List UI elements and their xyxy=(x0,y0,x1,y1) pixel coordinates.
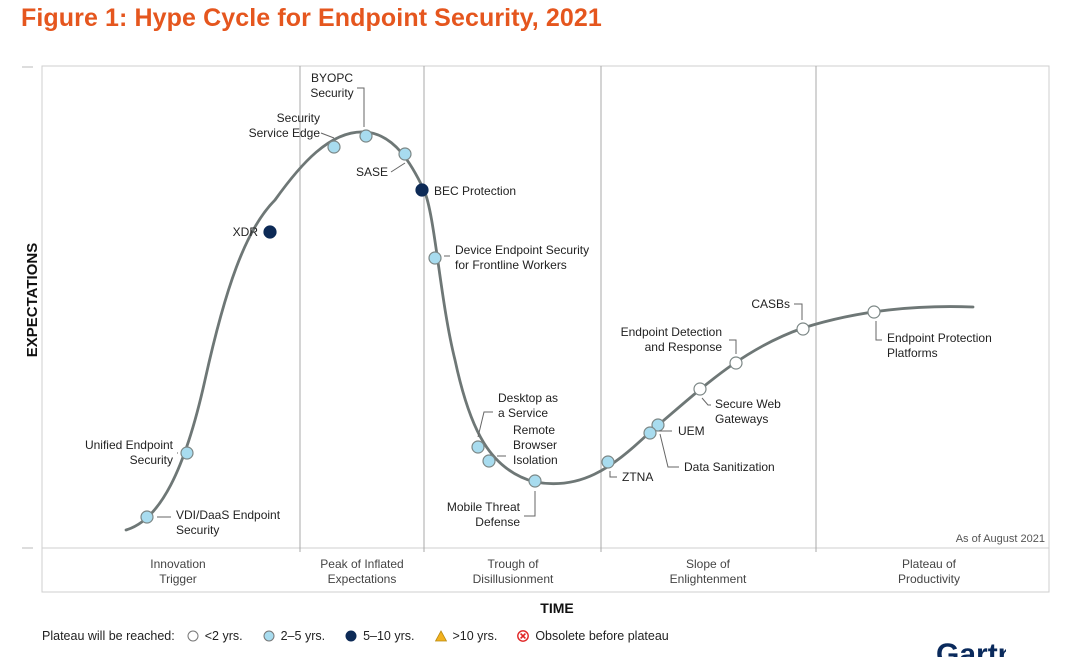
technology-label: Desktop as a Service xyxy=(498,391,558,420)
technology-label: Device Endpoint Security for Frontline Wo… xyxy=(455,243,589,272)
technology-label: Endpoint Protection Platforms xyxy=(887,331,992,360)
phase-label: Innovation Trigger xyxy=(150,557,205,586)
technology-marker xyxy=(643,426,657,440)
leader-line xyxy=(357,87,365,127)
legend-item-2-5: 2–5 yrs. xyxy=(263,629,325,643)
as-of-note: As of August 2021 xyxy=(956,533,1045,545)
phase-label: Slope of Enlightenment xyxy=(670,557,747,586)
legend-item-obsolete: Obsolete before plateau xyxy=(517,629,669,643)
technology-marker xyxy=(180,446,194,460)
leader-line xyxy=(390,162,406,173)
leader-line xyxy=(524,491,536,517)
technology-label: BYOPC Security xyxy=(310,71,353,100)
plot-frame xyxy=(41,65,1050,593)
technology-marker xyxy=(428,251,442,265)
technology-marker xyxy=(601,455,615,469)
technology-marker xyxy=(729,356,743,370)
leader-line xyxy=(701,397,711,406)
technology-label: Mobile Threat Defense xyxy=(447,500,521,529)
technology-label: CASBs xyxy=(751,297,790,311)
y-axis-label: EXPECTATIONS xyxy=(24,243,41,357)
gartner-logo: Gartner xyxy=(936,640,1006,657)
technology-marker xyxy=(140,510,154,524)
legend-title: Plateau will be reached: xyxy=(42,629,175,643)
leader-line xyxy=(609,471,617,478)
technology-label: VDI/DaaS Endpoint Security xyxy=(176,508,281,537)
technology-label: SASE xyxy=(356,165,388,179)
legend-label: 5–10 yrs. xyxy=(363,629,415,643)
leader-line xyxy=(875,321,882,341)
technology-label: UEM xyxy=(678,424,705,438)
legend-item-5-10: 5–10 yrs. xyxy=(345,629,415,643)
triangle-icon xyxy=(434,630,447,642)
legend: Plateau will be reached: <2 yrs. 2–5 yrs… xyxy=(42,627,689,645)
phase-label: Trough of Disillusionment xyxy=(473,557,554,586)
technology-label: ZTNA xyxy=(622,470,653,484)
technology-marker xyxy=(359,129,373,143)
leader-line xyxy=(320,132,335,139)
leader-line xyxy=(794,303,803,320)
leader-line xyxy=(659,433,679,468)
legend-label: >10 yrs. xyxy=(452,629,498,643)
technology-label: Security Service Edge xyxy=(249,111,321,140)
obsolete-icon xyxy=(517,630,530,642)
technology-label: Data Sanitization xyxy=(684,460,775,474)
technology-marker xyxy=(693,382,707,396)
leader-line xyxy=(477,411,493,438)
technology-marker xyxy=(867,305,881,319)
phase-label: Plateau of Productivity xyxy=(898,557,960,586)
technology-marker xyxy=(398,147,412,161)
technology-marker xyxy=(482,454,496,468)
technology-label: Secure Web Gateways xyxy=(715,397,781,426)
technology-label: BEC Protection xyxy=(434,184,516,198)
legend-label: 2–5 yrs. xyxy=(280,629,326,643)
technology-marker xyxy=(327,140,341,154)
technology-label: Remote Browser Isolation xyxy=(513,423,558,467)
legend-item-lt2: <2 yrs. xyxy=(187,629,243,643)
technology-marker xyxy=(415,183,429,197)
figure-title: Figure 1: Hype Cycle for Endpoint Securi… xyxy=(21,4,602,32)
phase-label: Peak of Inflated Expectations xyxy=(320,557,403,586)
hype-curve xyxy=(124,130,975,532)
technology-marker xyxy=(796,322,810,336)
technology-marker xyxy=(263,225,277,239)
legend-label: <2 yrs. xyxy=(204,629,243,643)
technology-marker xyxy=(471,440,485,454)
technology-marker xyxy=(651,418,665,432)
circle-dark-icon xyxy=(345,630,357,642)
circle-light-icon xyxy=(263,630,275,642)
legend-item-gt10: >10 yrs. xyxy=(434,629,498,643)
technology-label: Endpoint Detection and Response xyxy=(621,325,723,354)
technology-label: XDR xyxy=(233,225,259,239)
circle-white-icon xyxy=(187,630,199,642)
x-axis-label: TIME xyxy=(540,600,573,616)
technology-label: Unified Endpoint Security xyxy=(85,438,174,467)
technology-marker xyxy=(528,474,542,488)
legend-label: Obsolete before plateau xyxy=(535,629,669,643)
leader-line xyxy=(729,339,737,354)
